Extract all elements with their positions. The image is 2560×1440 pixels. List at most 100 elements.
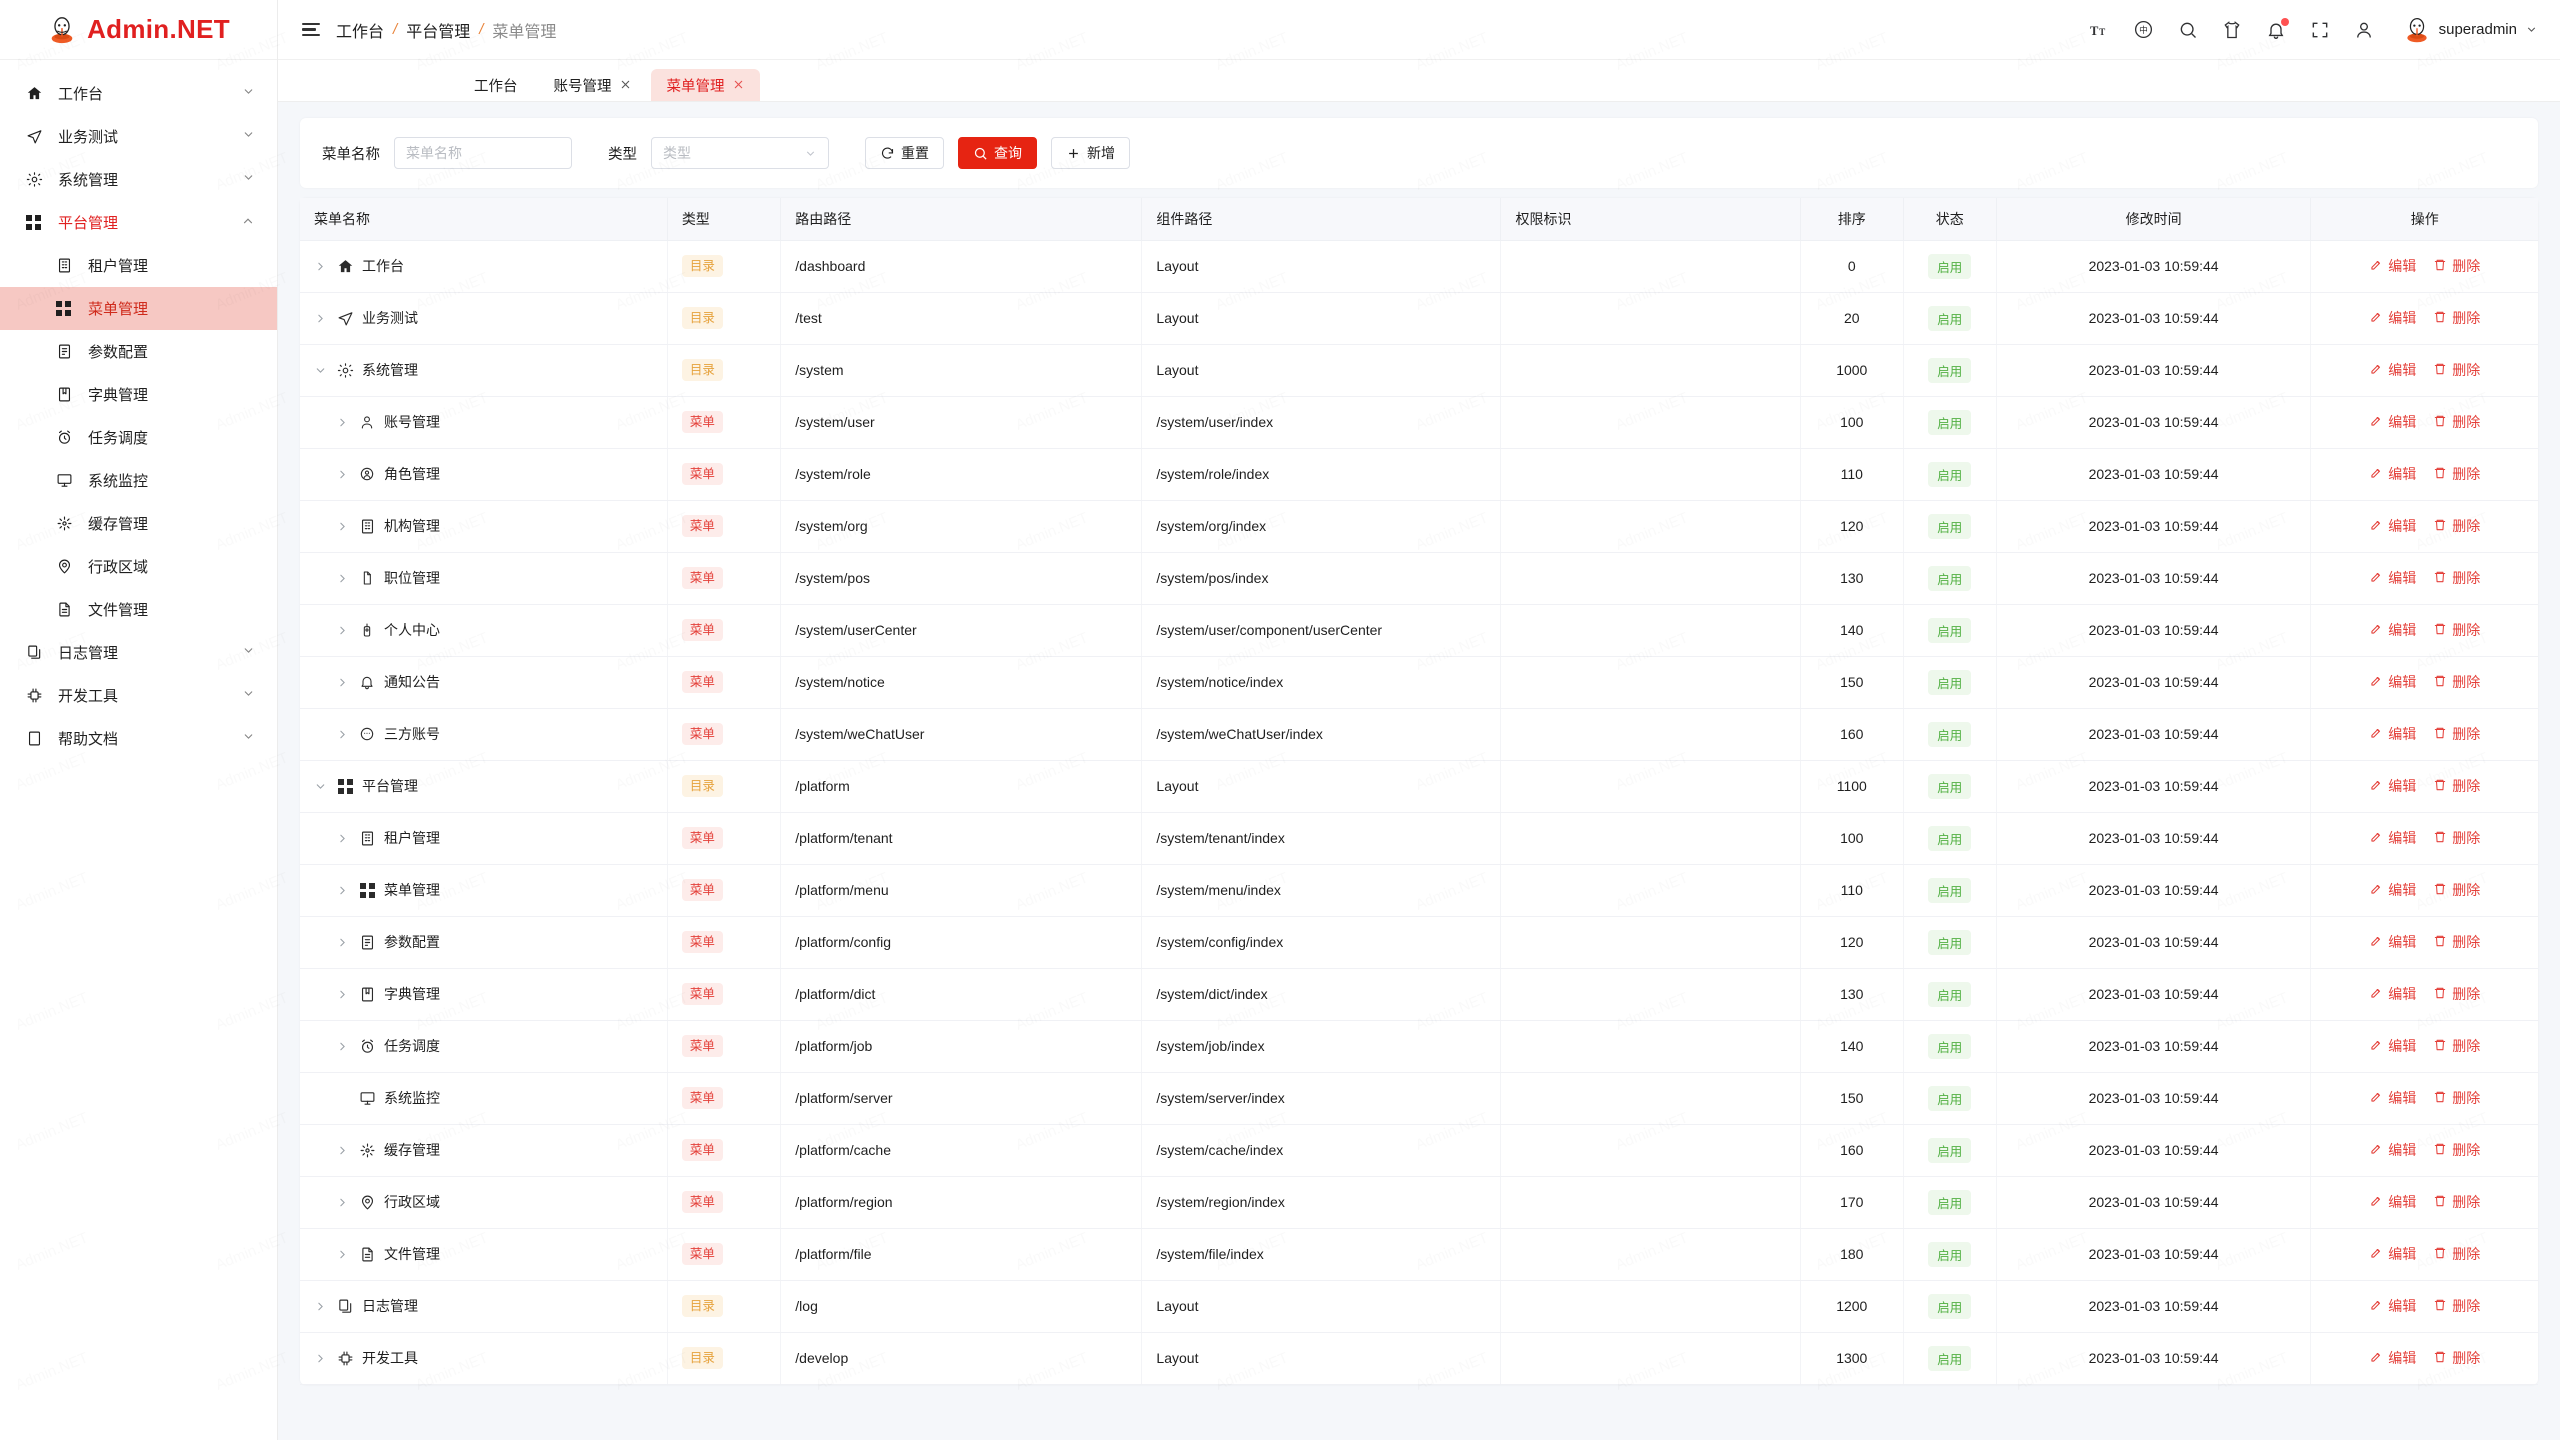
delete-action[interactable]: 删除 [2433,360,2480,380]
type-select[interactable]: 类型 [651,137,829,169]
edit-action[interactable]: 编辑 [2369,1192,2416,1212]
reset-button[interactable]: 重置 [865,137,944,169]
search-icon[interactable] [2177,19,2199,41]
delete-action[interactable]: 删除 [2433,308,2480,328]
delete-action[interactable]: 删除 [2433,932,2480,952]
chevron-down-icon[interactable] [242,730,255,747]
delete-action[interactable]: 删除 [2433,672,2480,692]
chevron-right-icon[interactable] [336,520,350,533]
chevron-right-icon[interactable] [336,832,350,845]
table-row[interactable]: 账号管理 菜单/system/user/system/user/index 100 启… [300,396,2538,449]
chevron-right-icon[interactable] [336,728,350,741]
chevron-down-icon[interactable] [314,780,328,793]
table-row[interactable]: 系统管理 目录/system Layout 1000 启用 2023-01-03 10:5… [300,344,2538,397]
edit-action[interactable]: 编辑 [2369,828,2416,848]
sidebar-item-帮助文档[interactable]: 帮助文档 [0,717,277,760]
user-menu[interactable]: superadmin [2403,16,2538,44]
close-icon[interactable] [733,78,744,93]
edit-action[interactable]: 编辑 [2369,1140,2416,1160]
chevron-down-icon[interactable] [242,644,255,661]
edit-action[interactable]: 编辑 [2369,1244,2416,1264]
delete-action[interactable]: 删除 [2433,1244,2480,1264]
edit-action[interactable]: 编辑 [2369,464,2416,484]
search-button[interactable]: 查询 [958,137,1037,169]
chevron-right-icon[interactable] [336,572,350,585]
chevron-right-icon[interactable] [336,884,350,897]
delete-action[interactable]: 删除 [2433,1192,2480,1212]
chevron-right-icon[interactable] [314,1352,328,1365]
edit-action[interactable]: 编辑 [2369,672,2416,692]
edit-action[interactable]: 编辑 [2369,932,2416,952]
chevron-right-icon[interactable] [314,1300,328,1313]
delete-action[interactable]: 删除 [2433,880,2480,900]
delete-action[interactable]: 删除 [2433,568,2480,588]
table-row[interactable]: 任务调度 菜单/platform/job/system/job/index 140 启… [300,1020,2538,1073]
chevron-down-icon[interactable] [314,364,328,377]
hamburger-icon[interactable] [302,22,320,37]
table-row[interactable]: 系统监控 菜单/platform/server/system/server/ind… [300,1072,2538,1125]
edit-action[interactable]: 编辑 [2369,568,2416,588]
tab-工作台[interactable]: 工作台 [458,69,534,101]
chevron-right-icon[interactable] [336,1196,350,1209]
chevron-right-icon[interactable] [314,260,328,273]
sidebar-item-任务调度[interactable]: 任务调度 [0,416,277,459]
table-row[interactable]: 业务测试 目录/test Layout 20 启用 2023-01-03 10:59:44… [300,292,2538,345]
delete-action[interactable]: 删除 [2433,464,2480,484]
table-row[interactable]: 文件管理 菜单/platform/file/system/file/index 18… [300,1228,2538,1281]
table-row[interactable]: 机构管理 菜单/system/org/system/org/index 120 启用 2… [300,500,2538,553]
chevron-down-icon[interactable] [242,85,255,102]
sidebar-item-字典管理[interactable]: 字典管理 [0,373,277,416]
fullscreen-icon[interactable] [2309,19,2331,41]
delete-action[interactable]: 删除 [2433,1088,2480,1108]
delete-action[interactable]: 删除 [2433,1140,2480,1160]
chevron-down-icon[interactable] [242,687,255,704]
table-row[interactable]: 个人中心 菜单/system/userCenter/system/user/com… [300,604,2538,657]
table-row[interactable]: 缓存管理 菜单/platform/cache/system/cache/index… [300,1124,2538,1177]
table-row[interactable]: 菜单管理 菜单/platform/menu/system/menu/index 11… [300,864,2538,917]
edit-action[interactable]: 编辑 [2369,880,2416,900]
edit-action[interactable]: 编辑 [2369,724,2416,744]
table-row[interactable]: 平台管理 目录/platform Layout 1100 启用 2023-01-03 10… [300,760,2538,813]
close-icon[interactable] [620,78,631,93]
delete-action[interactable]: 删除 [2433,1296,2480,1316]
breadcrumb-item-1[interactable]: 平台管理 [406,23,471,41]
sidebar-item-菜单管理[interactable]: 菜单管理 [0,287,277,330]
notification-icon[interactable] [2265,17,2289,41]
table-row[interactable]: 开发工具 目录/develop Layout 1300 启用 2023-01-03 10:… [300,1332,2538,1385]
chevron-right-icon[interactable] [336,988,350,1001]
table-row[interactable]: 职位管理 菜单/system/pos/system/pos/index 130 启用 2… [300,552,2538,605]
edit-action[interactable]: 编辑 [2369,984,2416,1004]
table-row[interactable]: 字典管理 菜单/platform/dict/system/dict/index 13… [300,968,2538,1021]
chevron-right-icon[interactable] [314,312,328,325]
tab-账号管理[interactable]: 账号管理 [538,69,647,101]
table-row[interactable]: 参数配置 菜单/platform/config/system/config/ind… [300,916,2538,969]
edit-action[interactable]: 编辑 [2369,1348,2416,1368]
edit-action[interactable]: 编辑 [2369,620,2416,640]
table-row[interactable]: 三方账号 菜单/system/weChatUser/system/weChatUs… [300,708,2538,761]
add-button[interactable]: 新增 [1051,137,1130,169]
edit-action[interactable]: 编辑 [2369,256,2416,276]
edit-action[interactable]: 编辑 [2369,1088,2416,1108]
sidebar-item-租户管理[interactable]: 租户管理 [0,244,277,287]
sidebar-item-文件管理[interactable]: 文件管理 [0,588,277,631]
tab-菜单管理[interactable]: 菜单管理 [650,69,760,101]
delete-action[interactable]: 删除 [2433,1348,2480,1368]
chevron-right-icon[interactable] [336,936,350,949]
chevron-right-icon[interactable] [336,1040,350,1053]
edit-action[interactable]: 编辑 [2369,516,2416,536]
edit-action[interactable]: 编辑 [2369,1036,2416,1056]
delete-action[interactable]: 删除 [2433,828,2480,848]
table-row[interactable]: 通知公告 菜单/system/notice/system/notice/index… [300,656,2538,709]
menu-name-input[interactable] [394,137,572,169]
edit-action[interactable]: 编辑 [2369,776,2416,796]
chevron-right-icon[interactable] [336,416,350,429]
sidebar-item-行政区域[interactable]: 行政区域 [0,545,277,588]
chevron-right-icon[interactable] [336,624,350,637]
sidebar-item-工作台[interactable]: 工作台 [0,72,277,115]
chevron-down-icon[interactable] [242,171,255,188]
delete-action[interactable]: 删除 [2433,776,2480,796]
sidebar-item-系统监控[interactable]: 系统监控 [0,459,277,502]
chevron-right-icon[interactable] [336,468,350,481]
delete-action[interactable]: 删除 [2433,724,2480,744]
edit-action[interactable]: 编辑 [2369,308,2416,328]
